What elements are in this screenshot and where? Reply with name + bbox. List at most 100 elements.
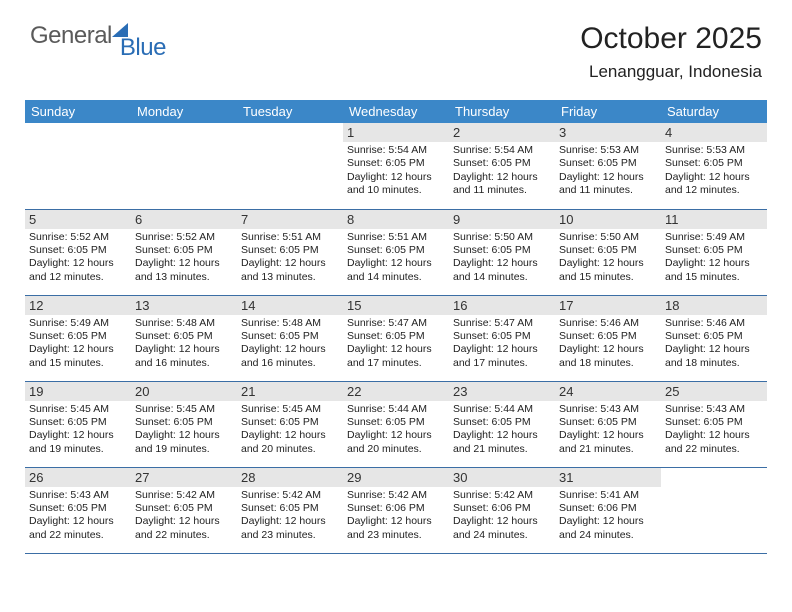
calendar-cell: 15Sunrise: 5:47 AMSunset: 6:05 PMDayligh… — [343, 295, 449, 381]
day-number: 13 — [131, 296, 237, 315]
brand-general: General — [30, 22, 112, 50]
day-number: 23 — [449, 382, 555, 401]
calendar-cell — [237, 123, 343, 209]
day-details: Sunrise: 5:54 AMSunset: 6:05 PMDaylight:… — [453, 144, 551, 198]
brand-blue: Blue — [120, 34, 166, 62]
calendar-cell: 2 Sunrise: 5:54 AMSunset: 6:05 PMDaylight… — [449, 123, 555, 209]
day-details: Sunrise: 5:50 AMSunset: 6:05 PMDaylight:… — [559, 231, 657, 285]
day-details: Sunrise: 5:42 AMSunset: 6:05 PMDaylight:… — [135, 489, 233, 543]
day-details: Sunrise: 5:53 AMSunset: 6:05 PMDaylight:… — [665, 144, 763, 198]
weekday-header-row: Sunday Monday Tuesday Wednesday Thursday… — [25, 100, 767, 123]
day-number: 22 — [343, 382, 449, 401]
calendar-cell: 12Sunrise: 5:49 AMSunset: 6:05 PMDayligh… — [25, 295, 131, 381]
day-number: 26 — [25, 468, 131, 487]
day-details: Sunrise: 5:43 AMSunset: 6:05 PMDaylight:… — [665, 403, 763, 457]
calendar-cell: 18 Sunrise: 5:46 AMSunset: 6:05 PMDayligh… — [661, 295, 767, 381]
calendar-row: 1Sunrise: 5:54 AMSunset: 6:05 PMDaylight… — [25, 123, 767, 209]
calendar-row: 26Sunrise: 5:43 AMSunset: 6:05 PMDayligh… — [25, 467, 767, 553]
day-details: Sunrise: 5:45 AMSunset: 6:05 PMDaylight:… — [135, 403, 233, 457]
day-number: 6 — [131, 210, 237, 229]
calendar-cell: 17 Sunrise: 5:46 AMSunset: 6:05 PMDayligh… — [555, 295, 661, 381]
calendar-cell — [131, 123, 237, 209]
day-number: 20 — [131, 382, 237, 401]
day-details: Sunrise: 5:46 AMSunset: 6:05 PMDaylight:… — [559, 317, 657, 371]
weekday-header: Wednesday — [343, 100, 449, 123]
title-block: October 2025 Lenangguar, Indonesia — [580, 22, 762, 82]
calendar-cell: 14Sunrise: 5:48 AMSunset: 6:05 PMDayligh… — [237, 295, 343, 381]
calendar-cell: 25Sunrise: 5:43 AMSunset: 6:05 PMDayligh… — [661, 381, 767, 467]
day-details: Sunrise: 5:46 AMSunset: 6:05 PMDaylight:… — [665, 317, 763, 371]
day-number: 9 — [449, 210, 555, 229]
calendar-cell — [25, 123, 131, 209]
calendar-body: 1Sunrise: 5:54 AMSunset: 6:05 PMDaylight… — [25, 123, 767, 553]
calendar-cell: 10Sunrise: 5:50 AMSunset: 6:05 PMDayligh… — [555, 209, 661, 295]
day-number: 27 — [131, 468, 237, 487]
day-number: 7 — [237, 210, 343, 229]
day-details: Sunrise: 5:41 AMSunset: 6:06 PMDaylight:… — [559, 489, 657, 543]
calendar-cell: 21Sunrise: 5:45 AMSunset: 6:05 PMDayligh… — [237, 381, 343, 467]
day-details: Sunrise: 5:44 AMSunset: 6:05 PMDaylight:… — [347, 403, 445, 457]
day-number: 3 — [555, 123, 661, 142]
day-number: 12 — [25, 296, 131, 315]
day-number: 30 — [449, 468, 555, 487]
weekday-header: Monday — [131, 100, 237, 123]
calendar-cell: 31Sunrise: 5:41 AMSunset: 6:06 PMDayligh… — [555, 467, 661, 553]
day-number: 29 — [343, 468, 449, 487]
day-details: Sunrise: 5:50 AMSunset: 6:05 PMDaylight:… — [453, 231, 551, 285]
day-details: Sunrise: 5:52 AMSunset: 6:05 PMDaylight:… — [29, 231, 127, 285]
day-details: Sunrise: 5:48 AMSunset: 6:05 PMDaylight:… — [135, 317, 233, 371]
day-details: Sunrise: 5:53 AMSunset: 6:05 PMDaylight:… — [559, 144, 657, 198]
day-details: Sunrise: 5:48 AMSunset: 6:05 PMDaylight:… — [241, 317, 339, 371]
day-details: Sunrise: 5:45 AMSunset: 6:05 PMDaylight:… — [29, 403, 127, 457]
calendar-cell: 6 Sunrise: 5:52 AMSunset: 6:05 PMDaylight… — [131, 209, 237, 295]
day-details: Sunrise: 5:42 AMSunset: 6:06 PMDaylight:… — [453, 489, 551, 543]
calendar-cell: 16Sunrise: 5:47 AMSunset: 6:05 PMDayligh… — [449, 295, 555, 381]
day-details: Sunrise: 5:42 AMSunset: 6:05 PMDaylight:… — [241, 489, 339, 543]
calendar-row: 5Sunrise: 5:52 AMSunset: 6:05 PMDaylight… — [25, 209, 767, 295]
day-details: Sunrise: 5:51 AMSunset: 6:05 PMDaylight:… — [347, 231, 445, 285]
calendar-row: 12Sunrise: 5:49 AMSunset: 6:05 PMDayligh… — [25, 295, 767, 381]
calendar-cell: 8Sunrise: 5:51 AMSunset: 6:05 PMDaylight… — [343, 209, 449, 295]
page-header: General Blue October 2025 Lenangguar, In… — [0, 0, 792, 90]
day-number: 18 — [661, 296, 767, 315]
calendar-cell: 7Sunrise: 5:51 AMSunset: 6:05 PMDaylight… — [237, 209, 343, 295]
month-title: October 2025 — [580, 22, 762, 56]
calendar-cell: 20 Sunrise: 5:45 AMSunset: 6:05 PMDayligh… — [131, 381, 237, 467]
calendar-cell: 22 Sunrise: 5:44 AMSunset: 6:05 PMDayligh… — [343, 381, 449, 467]
day-details: Sunrise: 5:43 AMSunset: 6:05 PMDaylight:… — [559, 403, 657, 457]
day-details: Sunrise: 5:54 AMSunset: 6:05 PMDaylight:… — [347, 144, 445, 198]
calendar-cell: 27 Sunrise: 5:42 AMSunset: 6:05 PMDayligh… — [131, 467, 237, 553]
weekday-header: Thursday — [449, 100, 555, 123]
calendar-cell: 4 Sunrise: 5:53 AMSunset: 6:05 PMDaylight… — [661, 123, 767, 209]
day-number: 1 — [343, 123, 449, 142]
weekday-header: Sunday — [25, 100, 131, 123]
day-details: Sunrise: 5:52 AMSunset: 6:05 PMDaylight:… — [135, 231, 233, 285]
calendar-cell: 30 Sunrise: 5:42 AMSunset: 6:06 PMDayligh… — [449, 467, 555, 553]
calendar-cell: 24 Sunrise: 5:43 AMSunset: 6:05 PMDayligh… — [555, 381, 661, 467]
day-details: Sunrise: 5:44 AMSunset: 6:05 PMDaylight:… — [453, 403, 551, 457]
day-number: 24 — [555, 382, 661, 401]
calendar-cell: 19 Sunrise: 5:45 AMSunset: 6:05 PMDayligh… — [25, 381, 131, 467]
calendar-cell: 1 Sunrise: 5:54 AMSunset: 6:05 PMDaylight… — [343, 123, 449, 209]
day-details: Sunrise: 5:47 AMSunset: 6:05 PMDaylight:… — [453, 317, 551, 371]
calendar-table: Sunday Monday Tuesday Wednesday Thursday… — [25, 100, 767, 554]
calendar-cell: 23 Sunrise: 5:44 AMSunset: 6:05 PMDayligh… — [449, 381, 555, 467]
day-details: Sunrise: 5:49 AMSunset: 6:05 PMDaylight:… — [665, 231, 763, 285]
day-number: 17 — [555, 296, 661, 315]
location-subtitle: Lenangguar, Indonesia — [580, 62, 762, 82]
day-details: Sunrise: 5:42 AMSunset: 6:06 PMDaylight:… — [347, 489, 445, 543]
calendar-cell: 11 Sunrise: 5:49 AMSunset: 6:05 PMDayligh… — [661, 209, 767, 295]
calendar-cell: 9 Sunrise: 5:50 AMSunset: 6:05 PMDaylight… — [449, 209, 555, 295]
calendar-cell: 5Sunrise: 5:52 AMSunset: 6:05 PMDaylight… — [25, 209, 131, 295]
day-number: 19 — [25, 382, 131, 401]
day-number: 11 — [661, 210, 767, 229]
day-details: Sunrise: 5:45 AMSunset: 6:05 PMDaylight:… — [241, 403, 339, 457]
day-number: 4 — [661, 123, 767, 142]
weekday-header: Tuesday — [237, 100, 343, 123]
day-number: 15 — [343, 296, 449, 315]
calendar-cell: 13 Sunrise: 5:48 AMSunset: 6:05 PMDayligh… — [131, 295, 237, 381]
calendar-cell: 26Sunrise: 5:43 AMSunset: 6:05 PMDayligh… — [25, 467, 131, 553]
calendar-cell: 28Sunrise: 5:42 AMSunset: 6:05 PMDayligh… — [237, 467, 343, 553]
day-number: 2 — [449, 123, 555, 142]
weekday-header: Friday — [555, 100, 661, 123]
